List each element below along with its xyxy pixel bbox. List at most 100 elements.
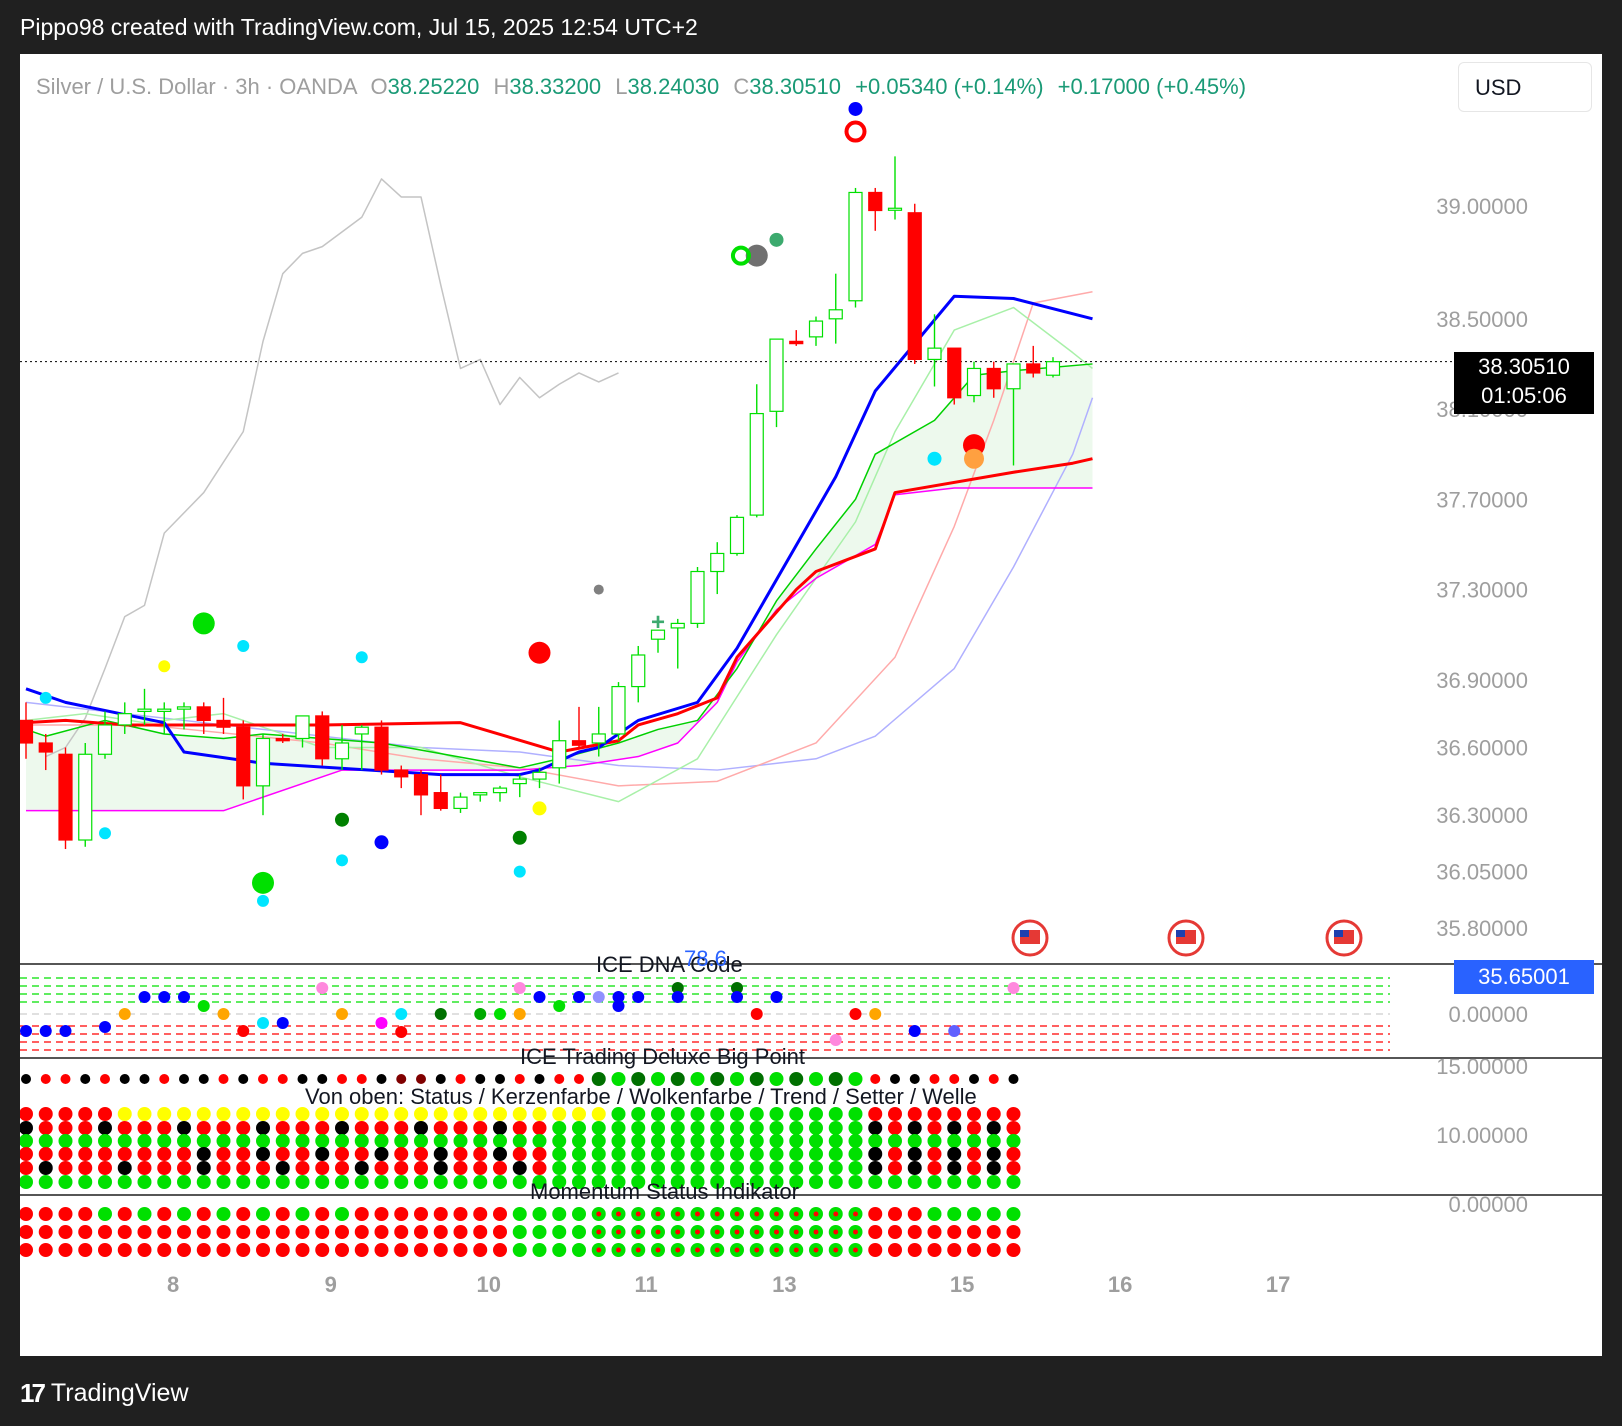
momentum-inner-dot: [793, 1211, 799, 1217]
candle-body: [433, 792, 448, 810]
time-tick-label: 13: [772, 1272, 796, 1297]
deluxe-dot: [532, 1121, 547, 1135]
momentum-dot: [493, 1207, 507, 1221]
deluxe-dot: [710, 1161, 725, 1175]
momentum-dot: [986, 1225, 1001, 1239]
signal-dot: [39, 691, 52, 704]
deluxe-dot: [433, 1134, 448, 1148]
momentum-dot: [177, 1243, 191, 1257]
deluxe-dot: [532, 1175, 547, 1189]
deluxe-dot: [868, 1147, 883, 1161]
dna-dot: [474, 1008, 487, 1020]
price-axis: 39.0000038.5000038.1000037.7000037.30000…: [1436, 194, 1528, 941]
deluxe-dot: [967, 1161, 981, 1175]
deluxe-dot: [690, 1121, 705, 1135]
deluxe-dot: [493, 1107, 507, 1121]
momentum-inner-dot: [734, 1229, 740, 1235]
sub-tick-label: 0.00000: [1448, 1002, 1528, 1027]
deluxe-dot: [670, 1161, 685, 1175]
momentum-inner-dot: [833, 1247, 839, 1253]
deluxe-dot: [789, 1161, 804, 1175]
momentum-dot: [473, 1225, 488, 1239]
momentum-dot: [888, 1225, 902, 1239]
deluxe-dot: [888, 1161, 902, 1175]
deluxe-dot: [651, 1134, 665, 1148]
deluxe-dot: [967, 1147, 981, 1161]
momentum-dot: [315, 1207, 330, 1221]
deluxe-dot: [58, 1175, 73, 1189]
deluxe-dot: [888, 1147, 902, 1161]
deluxe-dot: [730, 1147, 744, 1161]
momentum-dot: [117, 1207, 132, 1221]
deluxe-dot: [907, 1147, 922, 1161]
time-tick-label: 16: [1108, 1272, 1132, 1297]
deluxe-dot: [216, 1147, 231, 1161]
momentum-inner-dot: [734, 1211, 740, 1217]
deluxe-dot: [414, 1107, 428, 1121]
deluxe-dot: [749, 1147, 764, 1161]
momentum-dot: [38, 1225, 53, 1239]
deluxe-dot: [374, 1134, 389, 1148]
dna-dot: [632, 991, 645, 1003]
deluxe-dot: [177, 1175, 191, 1189]
currency-button[interactable]: USD: [1458, 62, 1592, 112]
chart-panel[interactable]: + 39.0000038.5000038.1000037.7000037.300…: [20, 54, 1602, 1356]
symbol-label[interactable]: Silver / U.S. Dollar · 3h · OANDA: [36, 74, 357, 99]
momentum-dot: [196, 1225, 211, 1239]
momentum-inner-dot: [635, 1211, 641, 1217]
momentum-inner-dot: [714, 1229, 720, 1235]
signal-dot: [593, 584, 604, 595]
deluxe-dot: [256, 1147, 270, 1161]
candlestick-chart[interactable]: + 39.0000038.5000038.1000037.7000037.300…: [20, 54, 1602, 1356]
price-tick-label: 36.05000: [1436, 860, 1528, 885]
status-dot: [40, 1074, 51, 1084]
deluxe-dot: [769, 1161, 784, 1175]
tradingview-logo[interactable]: 17 TradingView: [20, 1378, 189, 1409]
deluxe-dot: [631, 1175, 646, 1189]
deluxe-dot: [453, 1107, 468, 1121]
candle-body: [315, 715, 330, 760]
momentum-dot: [177, 1225, 191, 1239]
low-price-tag: 35.65001: [1454, 960, 1594, 994]
candle-body: [20, 719, 34, 744]
deluxe-dot: [789, 1107, 804, 1121]
momentum-dot: [117, 1225, 132, 1239]
momentum-inner-dot: [655, 1247, 661, 1253]
deluxe-dot: [670, 1134, 685, 1148]
indicator-lines: [20, 178, 1454, 812]
deluxe-dot: [769, 1175, 784, 1189]
deluxe-dot: [315, 1134, 330, 1148]
deluxe-dot: [749, 1121, 764, 1135]
deluxe-dot: [907, 1121, 922, 1135]
deluxe-dot: [295, 1147, 310, 1161]
momentum-dot: [947, 1243, 962, 1257]
deluxe-dot: [947, 1134, 962, 1148]
status-dot: [317, 1074, 328, 1084]
status-dot: [416, 1074, 426, 1084]
momentum-dot: [315, 1225, 330, 1239]
deluxe-dot: [98, 1134, 112, 1148]
deluxe-dot: [236, 1134, 251, 1148]
candle-body: [591, 733, 606, 744]
candle-body: [453, 796, 468, 810]
deluxe-dot: [1006, 1134, 1021, 1148]
time-tick-label: 10: [477, 1272, 501, 1297]
signal-dot: [745, 244, 768, 267]
status-dot: [159, 1074, 170, 1084]
deluxe-subtitle: Von oben: Status / Kerzenfarbe / Wolkenf…: [305, 1084, 977, 1109]
deluxe-dot: [789, 1134, 804, 1148]
deluxe-dot: [38, 1134, 53, 1148]
candle-body: [552, 740, 567, 769]
momentum-dot: [1006, 1243, 1021, 1257]
us-flag-icon: [1176, 930, 1185, 937]
dna-dot: [138, 991, 151, 1003]
candle-body: [334, 742, 350, 760]
deluxe-dot: [828, 1121, 843, 1135]
momentum-dot: [414, 1207, 428, 1221]
deluxe-dot: [177, 1121, 191, 1135]
candle-body: [887, 207, 903, 211]
dna-dot: [731, 982, 743, 994]
deluxe-dot: [809, 1107, 823, 1121]
deluxe-dot: [493, 1121, 507, 1135]
status-dot: [80, 1074, 91, 1084]
